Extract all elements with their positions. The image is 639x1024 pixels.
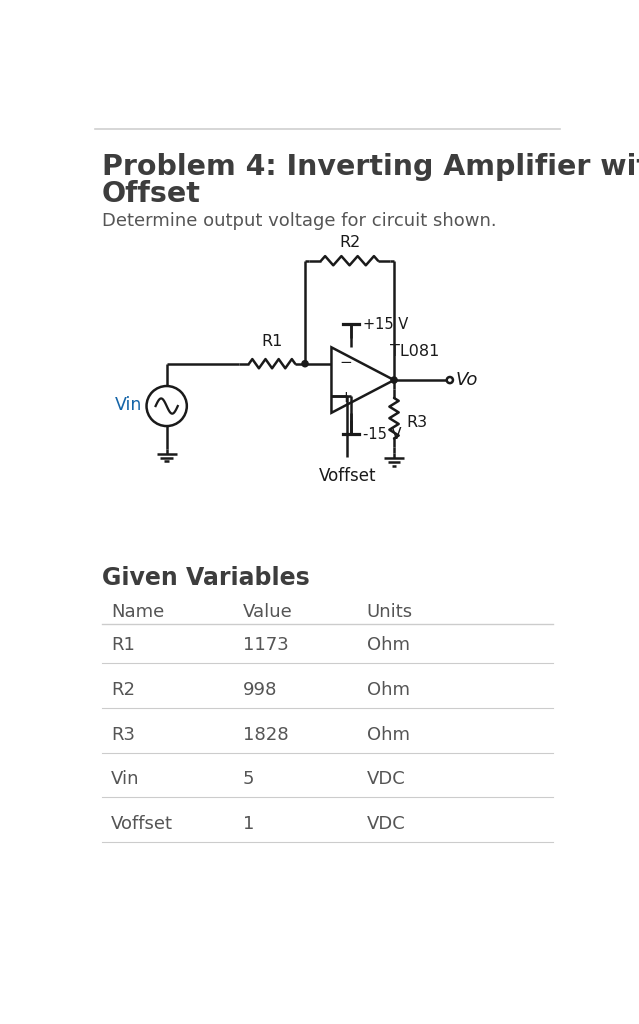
Text: VDC: VDC xyxy=(367,815,405,834)
Text: Ohm: Ohm xyxy=(367,637,410,654)
Text: R3: R3 xyxy=(406,415,427,429)
Circle shape xyxy=(391,377,397,383)
Text: 1173: 1173 xyxy=(243,637,288,654)
Text: R1: R1 xyxy=(111,637,135,654)
Text: Voffset: Voffset xyxy=(318,467,376,484)
Circle shape xyxy=(447,377,453,383)
Text: TL081: TL081 xyxy=(390,343,440,358)
Text: Vo: Vo xyxy=(456,371,479,389)
Text: Units: Units xyxy=(367,603,413,622)
Text: -15 V: -15 V xyxy=(363,427,401,441)
Text: Offset: Offset xyxy=(102,180,201,208)
Text: VDC: VDC xyxy=(367,770,405,788)
Text: +15 V: +15 V xyxy=(363,316,408,332)
Text: Value: Value xyxy=(243,603,293,622)
Text: Ohm: Ohm xyxy=(367,681,410,699)
Text: R3: R3 xyxy=(111,726,135,743)
Text: Vin: Vin xyxy=(114,395,142,414)
Text: 998: 998 xyxy=(243,681,277,699)
Text: Ohm: Ohm xyxy=(367,726,410,743)
Text: +: + xyxy=(339,390,352,404)
Text: Voffset: Voffset xyxy=(111,815,173,834)
Text: 1: 1 xyxy=(243,815,254,834)
Text: Vin: Vin xyxy=(111,770,139,788)
Text: R2: R2 xyxy=(339,234,360,250)
Text: Name: Name xyxy=(111,603,164,622)
Text: 5: 5 xyxy=(243,770,254,788)
Circle shape xyxy=(302,360,308,367)
Text: R1: R1 xyxy=(261,334,283,349)
Text: −: − xyxy=(339,355,352,371)
Text: 1828: 1828 xyxy=(243,726,288,743)
Text: R2: R2 xyxy=(111,681,135,699)
Text: Given Variables: Given Variables xyxy=(102,566,309,591)
Text: Problem 4: Inverting Amplifier with: Problem 4: Inverting Amplifier with xyxy=(102,153,639,181)
Text: Determine output voltage for circuit shown.: Determine output voltage for circuit sho… xyxy=(102,212,497,230)
